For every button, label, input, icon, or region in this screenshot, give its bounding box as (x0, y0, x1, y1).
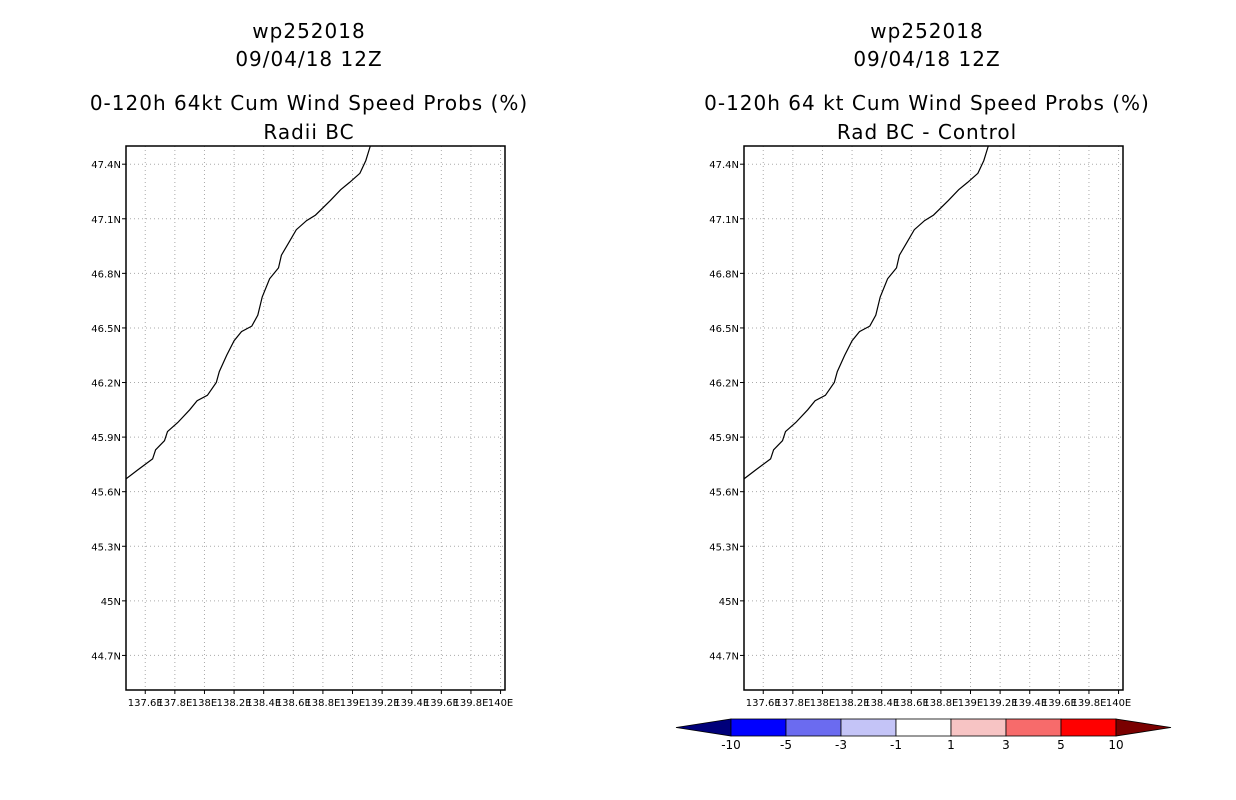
y-tick-label: 46.2N (91, 379, 121, 390)
x-tick-label: 139.6E (424, 698, 459, 709)
panel1-title-storm-id: wp252018 (252, 19, 365, 43)
x-tick-label: 138.8E (305, 698, 340, 709)
y-tick-label: 46.5N (91, 324, 121, 335)
x-tick-label: 138.4E (246, 698, 281, 709)
y-tick-label: 47.1N (709, 215, 739, 226)
x-tick-label: 139.4E (1012, 698, 1047, 709)
y-tick-label: 46.5N (709, 324, 739, 335)
x-tick-label: 138E (810, 698, 835, 709)
x-tick-label: 137.8E (157, 698, 192, 709)
y-tick-label: 46.8N (709, 269, 739, 280)
plot-frame (125, 145, 506, 691)
x-tick-label: 139.2E (983, 698, 1018, 709)
x-tick-label: 137.8E (775, 698, 810, 709)
colorbar-label: -3 (835, 738, 847, 752)
x-tick-label: 138.6E (276, 698, 311, 709)
colorbar-label: 3 (1002, 738, 1010, 752)
y-tick-label: 45.6N (91, 488, 121, 499)
colorbar-swatch (1005, 718, 1062, 737)
y-tick-label: 45.9N (91, 433, 121, 444)
panel1-title-subtitle: Radii BC (263, 120, 354, 144)
colorbar-label: 5 (1057, 738, 1065, 752)
colorbar-swatch (840, 718, 897, 737)
x-tick-label: 137.6E (746, 698, 781, 709)
y-tick-label: 45.9N (709, 433, 739, 444)
coastline (743, 145, 989, 480)
y-tick-label: 45.3N (709, 542, 739, 553)
panel1-title-product: 0-120h 64kt Cum Wind Speed Probs (%) (90, 91, 528, 115)
colorbar-swatch (895, 718, 952, 737)
x-tick-label: 140E (1106, 698, 1131, 709)
x-tick-label: 138.4E (864, 698, 899, 709)
colorbar-high-extend (1115, 718, 1172, 737)
colorbar-swatch (785, 718, 842, 737)
x-tick-label: 139.4E (394, 698, 429, 709)
colorbar-low-extend (675, 718, 732, 737)
x-tick-label: 139.8E (1071, 698, 1106, 709)
x-tick-label: 138E (192, 698, 217, 709)
colorbar-label: -5 (780, 738, 792, 752)
x-tick-label: 138.2E (217, 698, 252, 709)
y-tick-label: 45.6N (709, 488, 739, 499)
panel2-title-date: 09/04/18 12Z (853, 47, 1000, 71)
x-tick-label: 139.2E (365, 698, 400, 709)
x-tick-label: 139.8E (453, 698, 488, 709)
x-tick-label: 137.6E (128, 698, 163, 709)
x-tick-label: 139.6E (1042, 698, 1077, 709)
y-tick-label: 45N (101, 597, 121, 608)
y-tick-label: 45N (719, 597, 739, 608)
x-tick-label: 138.8E (923, 698, 958, 709)
coastline (125, 145, 371, 480)
y-tick-label: 45.3N (91, 542, 121, 553)
colorbar: -10 -5 -3 -1 1 3 5 10 (675, 718, 1172, 752)
panel2-title-subtitle: Rad BC - Control (837, 120, 1017, 144)
panel2-title-storm-id: wp252018 (870, 19, 983, 43)
x-tick-label: 139E (340, 698, 365, 709)
x-tick-label: 140E (488, 698, 513, 709)
colorbar-label: 10 (1108, 738, 1123, 752)
colorbar-swatch (950, 718, 1007, 737)
x-tick-label: 138.2E (835, 698, 870, 709)
y-tick-label: 47.1N (91, 215, 121, 226)
colorbar-swatch (1060, 718, 1117, 737)
x-tick-label: 139E (958, 698, 983, 709)
y-tick-label: 46.8N (91, 269, 121, 280)
colorbar-label: -10 (721, 738, 741, 752)
panel2-title-product: 0-120h 64 kt Cum Wind Speed Probs (%) (704, 91, 1150, 115)
colorbar-label: 1 (947, 738, 955, 752)
y-tick-label: 47.4N (709, 160, 739, 171)
y-tick-label: 44.7N (709, 651, 739, 662)
panel1-title-date: 09/04/18 12Z (235, 47, 382, 71)
y-tick-label: 47.4N (91, 160, 121, 171)
y-tick-label: 44.7N (91, 651, 121, 662)
colorbar-label: -1 (890, 738, 902, 752)
y-tick-label: 46.2N (709, 379, 739, 390)
x-tick-label: 138.6E (894, 698, 929, 709)
colorbar-swatch (730, 718, 787, 737)
plot-frame (743, 145, 1124, 691)
